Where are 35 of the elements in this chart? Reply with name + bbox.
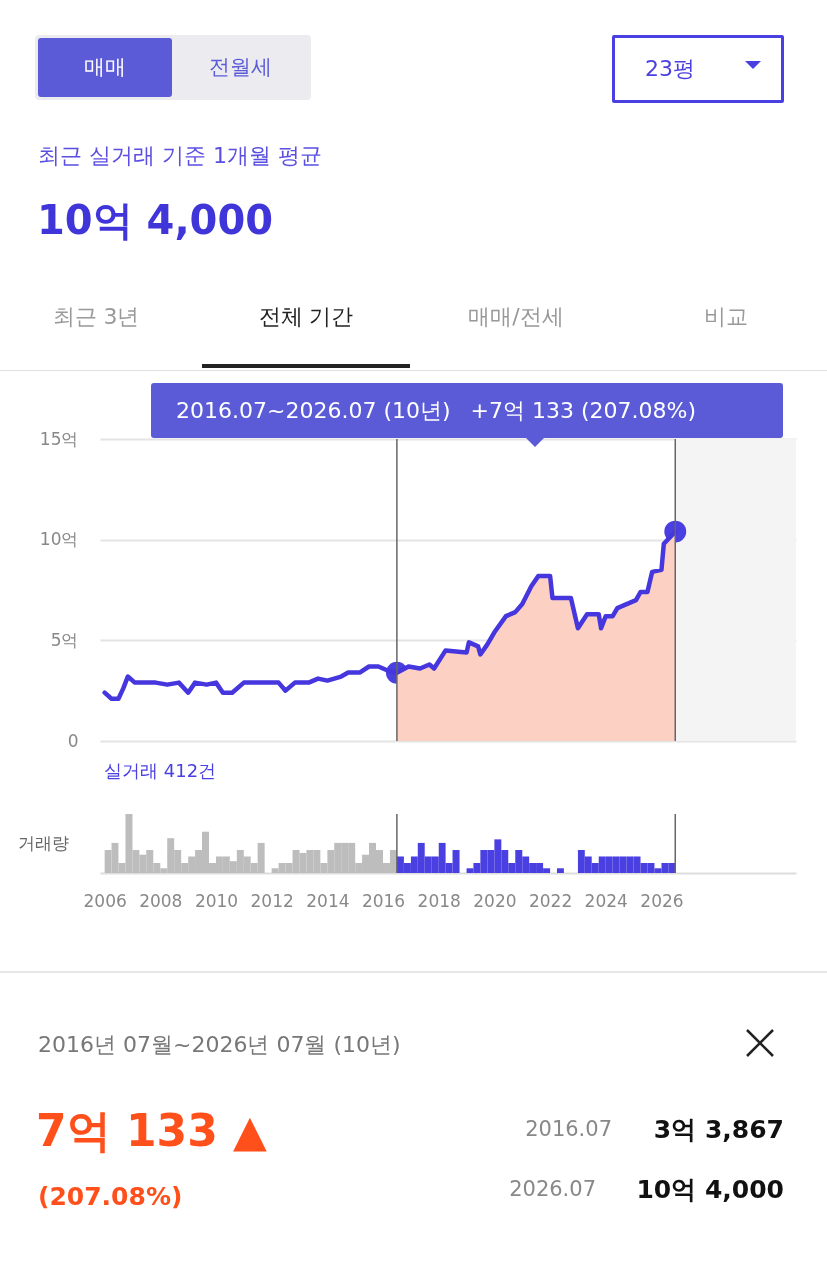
text: 3억 3,867	[653, 1114, 784, 1146]
x-tick-label: 2018	[417, 890, 461, 911]
text: 23평	[644, 55, 696, 83]
x-tick-label: 2008	[139, 890, 183, 911]
text: +7억 133 (207.08%)	[470, 397, 697, 425]
text: 10억 4,000	[636, 1174, 784, 1206]
text: 매매/전세	[467, 303, 565, 331]
text: 2026.07	[509, 1177, 596, 1201]
x-tick-label: 2022	[528, 890, 573, 911]
x-tick-label: 2016	[361, 890, 406, 911]
text: 10억 4,000	[37, 196, 274, 245]
y-tick-label: 0	[67, 730, 79, 751]
x-tick-label: 2012	[250, 890, 294, 911]
text: 2016.07	[525, 1117, 612, 1141]
text: 매매	[38, 38, 172, 97]
text: 최근 3년	[51, 303, 141, 331]
x-tick-label: 2024	[584, 890, 628, 911]
x-tick-label: 2006	[83, 890, 127, 911]
text: 7억 133 ▲	[36, 1104, 267, 1158]
y-tick-label: 15억	[39, 428, 79, 449]
y-tick-label: 5억	[50, 629, 79, 650]
text: 전월세	[207, 54, 273, 81]
x-tick-label: 2010	[194, 890, 239, 911]
text: (207.08%)	[38, 1182, 183, 1211]
text: 2016년 07월~2026년 07월 (10년)	[38, 1031, 401, 1059]
x-tick-label: 2026	[640, 890, 684, 911]
x-tick-label: 2020	[473, 890, 517, 911]
text: 최근 실거래 기준 1개월 평균	[38, 142, 322, 170]
y-axis-title: 거래량	[18, 832, 69, 855]
text: 전체 기간	[257, 303, 355, 331]
text: 비교	[703, 303, 749, 331]
text: 2016.07~2026.07 (10년)	[176, 397, 451, 425]
text: 실거래 412건	[104, 759, 217, 783]
x-tick-label: 2014	[306, 890, 350, 911]
y-tick-label: 10억	[39, 529, 79, 550]
